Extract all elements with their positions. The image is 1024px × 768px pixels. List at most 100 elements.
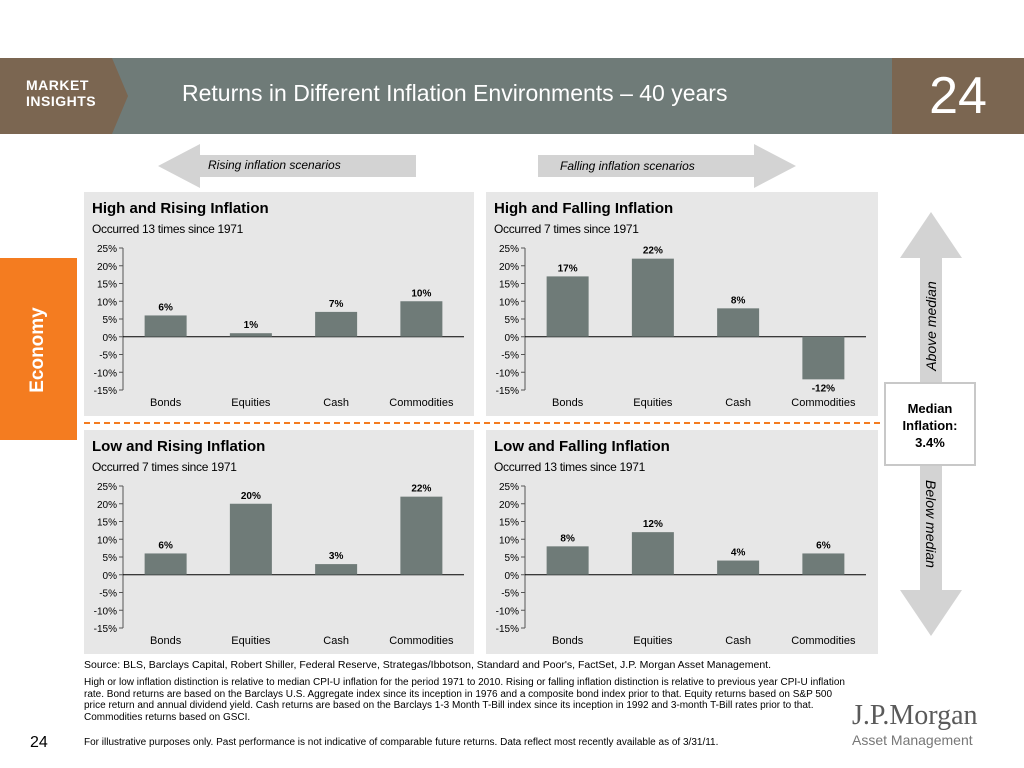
y-tick-label: -10% [496,606,519,617]
category-label: Equities [231,635,271,647]
data-label: 4% [731,548,746,559]
chart-subtitle: Occurred 7 times since 1971 [92,460,237,474]
bar [229,503,272,575]
y-tick-label: -15% [94,386,117,397]
y-tick-label: -10% [496,368,519,379]
brand-line-2: INSIGHTS [26,93,97,109]
data-label: 3% [329,551,344,562]
median-label: Median Inflation: [902,401,958,433]
bar [229,333,272,337]
data-label: 7% [329,299,344,310]
y-tick-label: 15% [499,280,519,291]
y-tick-label: -5% [501,351,519,362]
section-tab [0,258,77,440]
bar [144,553,187,575]
y-tick-label: 10% [97,535,117,546]
category-label: Commodities [389,635,454,647]
chart-panel-high-falling: High and Falling Inflation Occurred 7 ti… [486,192,878,416]
header-band [0,58,1024,134]
y-tick-label: -5% [99,589,117,600]
brand-chevron-shape [0,58,128,134]
logo-line-2: Asset Management [852,732,973,748]
brand-line-1: MARKET [26,77,89,93]
up-arrow-icon [900,212,962,382]
bar [400,496,443,575]
y-tick-label: 15% [499,518,519,529]
y-tick-label: 20% [97,500,117,511]
bar [315,564,358,575]
category-label: Cash [323,635,349,647]
y-tick-label: 20% [97,262,117,273]
disclaimer: For illustrative purposes only. Past per… [84,737,719,748]
y-tick-label: -15% [94,624,117,635]
chart-title: Low and Falling Inflation [494,438,670,455]
footer-page-number: 24 [30,734,48,751]
y-tick-label: 0% [505,333,520,344]
y-tick-label: 5% [103,315,118,326]
category-label: Bonds [552,635,584,647]
brand-logo-text: MARKET INSIGHTS [26,77,96,109]
category-label: Bonds [552,397,584,409]
bar [802,553,845,575]
bar-chart: 25% 20% 15% 10% 5% 0% -5% -10% -15% 6% Bonds 1% Equi… [94,244,464,409]
data-label: 6% [158,540,173,551]
data-label: 6% [158,302,173,313]
bar [315,311,358,337]
chart-panel-low-falling: Low and Falling Inflation Occurred 13 ti… [486,430,878,654]
category-label: Equities [633,635,673,647]
data-label: 12% [643,519,663,530]
down-arrow-icon [900,464,962,636]
page-number-badge-text: 24 [929,67,987,125]
bar [717,560,760,575]
category-label: Cash [323,397,349,409]
scenario-arrows [158,144,796,188]
page-number-badge: 24 [892,58,1024,134]
brand-block [0,58,128,134]
data-label: 8% [560,533,575,544]
y-tick-label: 10% [97,297,117,308]
data-label: 8% [731,295,746,306]
bar [631,258,674,337]
y-tick-label: 10% [499,297,519,308]
y-tick-label: 25% [97,244,117,255]
data-label: 20% [241,491,261,502]
chart-subtitle: Occurred 13 times since 1971 [494,460,646,474]
y-tick-label: 5% [505,315,520,326]
bar-chart: 25% 20% 15% 10% 5% 0% -5% -10% -15% 8% Bonds 12% Equ… [496,482,866,647]
category-label: Bonds [150,635,182,647]
y-tick-label: 0% [103,571,118,582]
median-arrows [900,212,962,636]
y-tick-label: 10% [499,535,519,546]
chart-subtitle: Occurred 7 times since 1971 [494,222,639,236]
category-label: Commodities [389,397,454,409]
data-label: 1% [244,320,259,331]
y-tick-label: -15% [496,386,519,397]
category-label: Bonds [150,397,182,409]
methodology-notes: High or low inflation distinction is rel… [84,677,845,723]
logo-line-1: J.P.Morgan [852,700,978,731]
chart-panel-low-rising: Low and Rising Inflation Occurred 7 time… [84,430,474,654]
y-tick-label: 5% [103,553,118,564]
chart-title: High and Falling Inflation [494,200,674,217]
median-value: 3.4% [915,435,945,450]
chart-panel-high-rising: High and Rising Inflation Occurred 13 ti… [84,192,474,416]
chart-subtitle: Occurred 13 times since 1971 [92,222,244,236]
bar [631,532,674,575]
y-tick-label: 25% [97,482,117,493]
bar-chart: 25% 20% 15% 10% 5% 0% -5% -10% -15% 6% Bonds 20% Equ… [94,482,464,647]
category-label: Cash [725,397,751,409]
falling-scenarios-label: Falling inflation scenarios [560,159,695,173]
category-label: Cash [725,635,751,647]
data-label: 17% [558,263,578,274]
data-label: 10% [411,288,431,299]
category-label: Equities [231,397,271,409]
y-tick-label: 15% [97,280,117,291]
y-tick-label: -10% [94,606,117,617]
rising-arrow-icon [158,144,416,188]
data-label: -12% [812,383,835,394]
rising-scenarios-label: Rising inflation scenarios [208,158,341,172]
falling-arrow-icon [538,144,796,188]
data-label: 22% [411,484,431,495]
jpmorgan-logo: J.P.Morgan Asset Management [852,701,1002,753]
source-note: Source: BLS, Barclays Capital, Robert Sh… [84,659,772,671]
